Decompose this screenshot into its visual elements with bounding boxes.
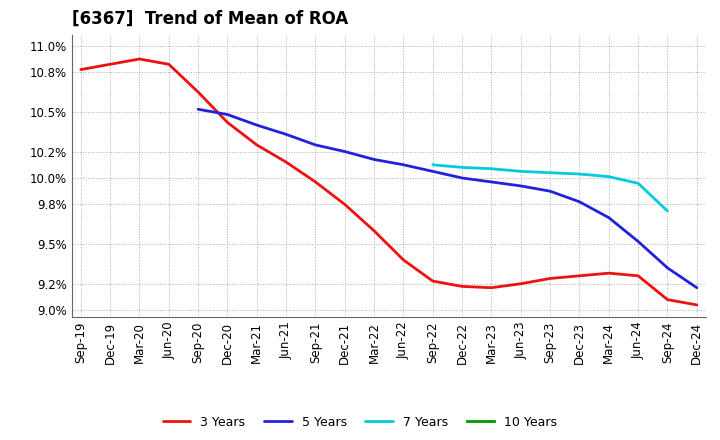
5 Years <box>546 189 554 194</box>
5 Years <box>605 215 613 220</box>
7 Years <box>428 162 437 167</box>
5 Years <box>516 183 525 189</box>
Line: 3 Years: 3 Years <box>81 59 697 305</box>
5 Years <box>399 162 408 167</box>
3 Years <box>428 279 437 284</box>
7 Years <box>605 174 613 180</box>
3 Years <box>253 142 261 147</box>
Text: [6367]  Trend of Mean of ROA: [6367] Trend of Mean of ROA <box>72 10 348 28</box>
5 Years <box>693 285 701 290</box>
3 Years <box>575 273 584 279</box>
Legend: 3 Years, 5 Years, 7 Years, 10 Years: 3 Years, 5 Years, 7 Years, 10 Years <box>158 411 562 434</box>
5 Years <box>458 176 467 181</box>
7 Years <box>663 209 672 214</box>
5 Years <box>370 157 379 162</box>
7 Years <box>634 181 642 186</box>
5 Years <box>194 106 202 112</box>
3 Years <box>693 302 701 308</box>
5 Years <box>341 149 349 154</box>
3 Years <box>399 257 408 263</box>
3 Years <box>663 297 672 302</box>
5 Years <box>253 122 261 128</box>
3 Years <box>223 120 232 125</box>
5 Years <box>311 142 320 147</box>
3 Years <box>164 62 173 67</box>
3 Years <box>194 89 202 95</box>
7 Years <box>458 165 467 170</box>
3 Years <box>546 276 554 281</box>
7 Years <box>487 166 496 171</box>
7 Years <box>546 170 554 175</box>
5 Years <box>663 265 672 271</box>
Line: 7 Years: 7 Years <box>433 165 667 211</box>
3 Years <box>370 228 379 234</box>
5 Years <box>428 169 437 174</box>
3 Years <box>135 56 144 62</box>
7 Years <box>575 171 584 176</box>
Line: 5 Years: 5 Years <box>198 109 697 288</box>
3 Years <box>458 284 467 289</box>
3 Years <box>311 180 320 185</box>
3 Years <box>341 202 349 207</box>
3 Years <box>487 285 496 290</box>
5 Years <box>223 112 232 117</box>
5 Years <box>282 132 290 137</box>
5 Years <box>575 199 584 205</box>
5 Years <box>487 180 496 185</box>
3 Years <box>76 67 85 72</box>
5 Years <box>634 239 642 244</box>
3 Years <box>282 159 290 165</box>
3 Years <box>605 271 613 276</box>
3 Years <box>634 273 642 279</box>
7 Years <box>516 169 525 174</box>
3 Years <box>516 281 525 286</box>
3 Years <box>106 62 114 67</box>
